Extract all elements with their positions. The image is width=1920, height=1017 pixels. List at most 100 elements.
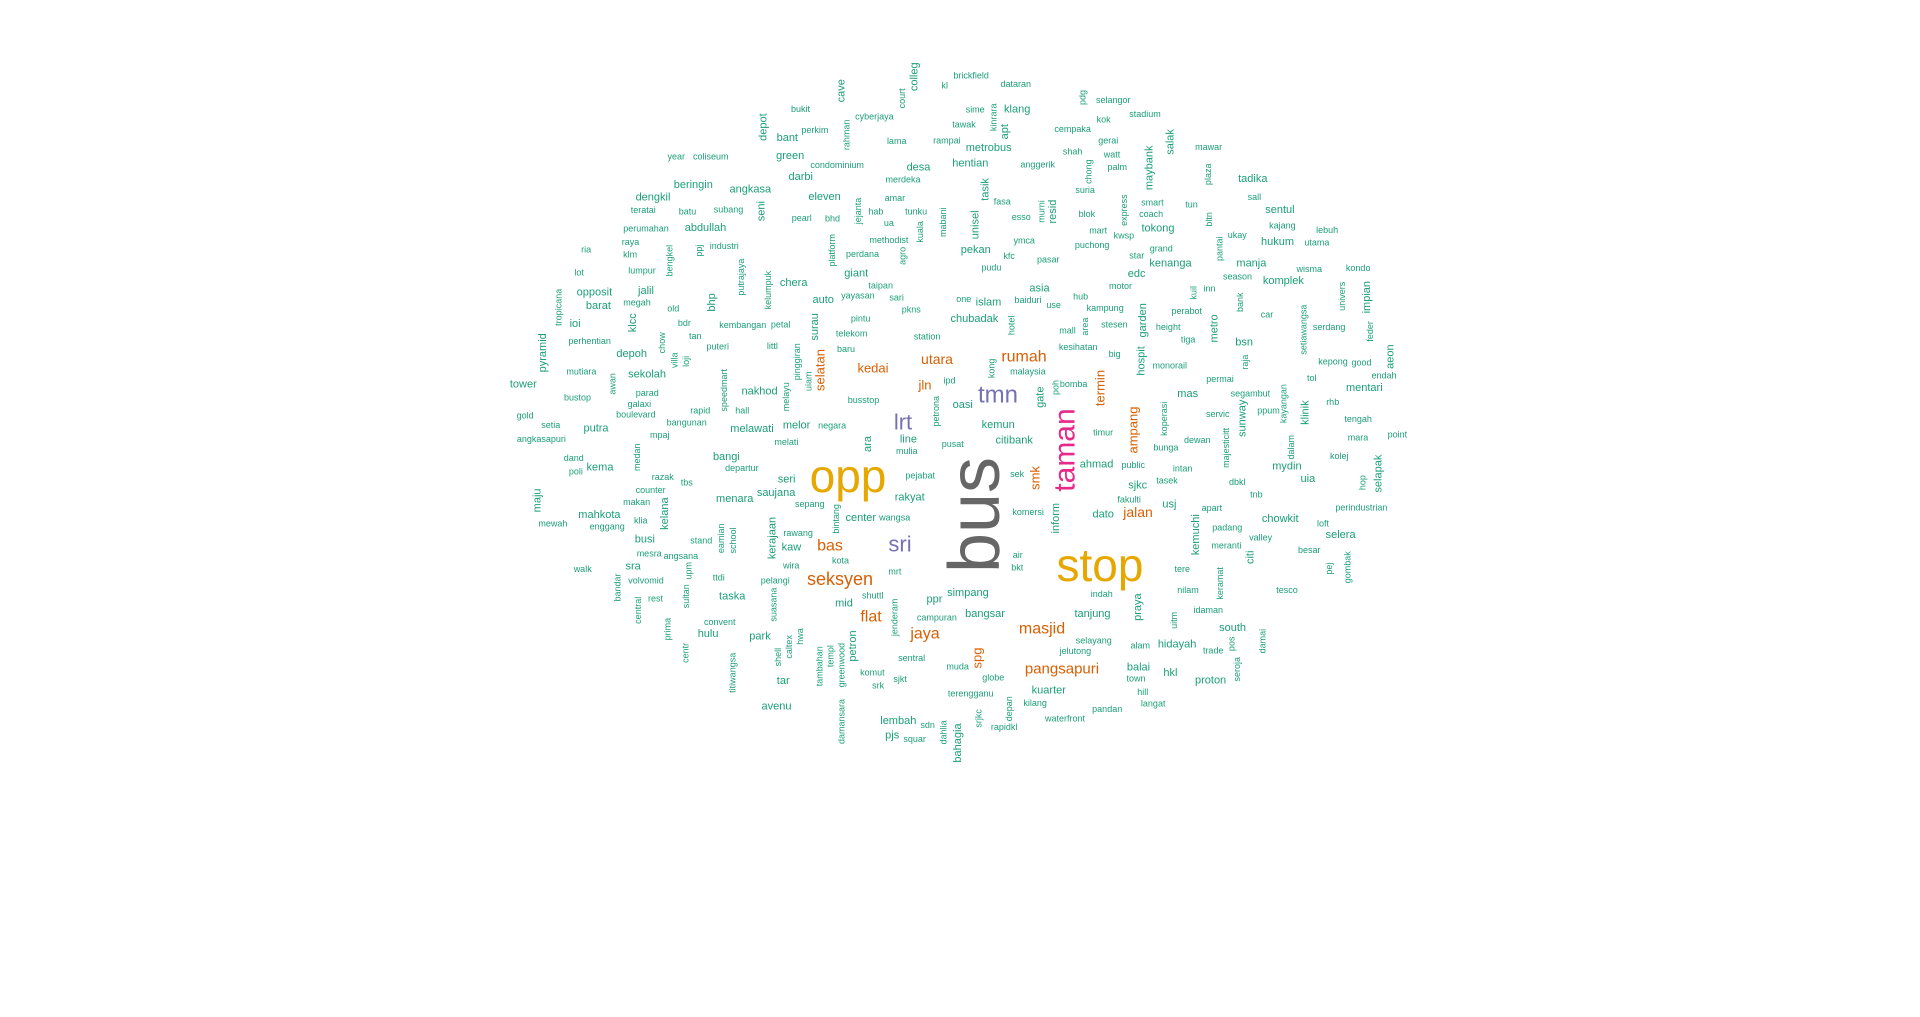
word-lebuh: lebuh [1316,225,1338,235]
word-parad: parad [636,388,659,398]
word-jalil: jalil [637,285,654,297]
word-waterfront: waterfront [1044,714,1086,724]
word-big: big [1109,349,1121,359]
word-cempaka: cempaka [1054,124,1091,134]
word-pej: pej [1324,563,1334,575]
word-univers: univers [1337,281,1347,311]
word-bdr: bdr [678,318,691,328]
word-bhp: bhp [706,293,718,311]
word-angsana: angsana [664,551,699,561]
word-dataran: dataran [1001,79,1032,89]
word-srk: srk [872,681,884,691]
word-blok: blok [1079,209,1096,219]
word-mesra: mesra [637,548,662,558]
word-uiam: uiam [804,372,814,392]
word-pudu: pudu [981,263,1001,273]
word-titiwangsa: titiwangsa [728,653,738,693]
word-kota: kota [832,556,849,566]
word-tengah: tengah [1344,414,1372,424]
word-park: park [749,631,771,643]
word-dbkl: dbkl [1229,477,1246,487]
word-platform: platform [827,234,837,267]
word-bukit: bukit [791,104,811,114]
word-perhentian: perhentian [568,336,611,346]
word-upm: upm [684,562,694,580]
word-klcc: klcc [627,313,639,332]
word-hab: hab [868,206,883,216]
word-colleg: colleg [908,62,920,91]
word-spg: spg [970,648,985,669]
word-petron: petron [847,630,859,661]
word-shell: shell [773,648,783,667]
word-seri: seri [778,474,796,486]
word-convent: convent [704,617,736,627]
word-indah: indah [1091,589,1113,599]
word-sime: sime [966,104,985,114]
word-bus: bus [935,457,1015,573]
word-mutiara: mutiara [566,367,596,377]
word-green: green [776,150,804,162]
word-edc: edc [1128,268,1146,280]
word-watt: watt [1103,150,1121,160]
word-center: center [846,512,877,524]
word-muda: muda [946,662,969,672]
word-kwsp: kwsp [1114,231,1135,241]
word-bas: bas [817,538,843,555]
word-good: good [1351,358,1371,368]
word-hidayah: hidayah [1158,639,1197,651]
word-majesticitt: majesticitt [1221,427,1231,468]
word-sjkt: sjkt [893,674,907,684]
word-sultan: sultan [681,584,691,608]
word-gombak: gombak [1343,551,1353,584]
word-tokong: tokong [1141,223,1174,235]
word-damai: damai [1258,629,1268,654]
word-enggang: enggang [590,521,625,531]
word-seroja: seroja [1232,657,1242,682]
word-kemun: kemun [982,419,1015,431]
word-hentian: hentian [952,157,988,169]
word-bomba: bomba [1060,379,1088,389]
word-industri: industri [710,241,739,251]
word-town: town [1126,674,1145,684]
word-campuran: campuran [917,612,957,622]
word-bank: bank [1235,292,1245,312]
word-taska: taska [719,591,746,603]
word-langat: langat [1141,699,1166,709]
word-angkasa: angkasa [730,184,772,196]
word-kemuchi: kemuchi [1190,514,1202,555]
word-sra: sra [625,560,641,572]
word-use: use [1046,300,1061,310]
word-jaya: jaya [909,626,939,643]
word-metrobus: metrobus [966,142,1012,154]
word-hospit: hospit [1136,346,1148,375]
word-pjs: pjs [885,729,900,741]
word-impian: impian [1361,281,1373,313]
word-makan: makan [623,497,650,507]
word-pandan: pandan [1092,704,1122,714]
word-mentari: mentari [1346,382,1383,394]
word-tasek: tasek [1156,476,1178,486]
word-kuala: kuala [915,221,925,243]
word-area: area [1080,318,1090,336]
word-air: air [1013,550,1023,560]
word-putrajaya: putrajaya [736,259,746,296]
word-lama: lama [887,136,907,146]
word-awan: awan [608,373,618,395]
word-point: point [1388,429,1408,439]
word-trade: trade [1203,645,1224,655]
word-smart: smart [1141,197,1164,207]
word-kok: kok [1097,115,1112,125]
word-loft: loft [1317,518,1330,528]
word-idaman: idaman [1194,605,1224,615]
word-perdana: perdana [846,249,879,259]
word-walk: walk [573,564,593,574]
word-ampang: ampang [1126,407,1141,454]
word-coliseum: coliseum [693,151,729,161]
word-ppj: ppj [694,245,704,257]
word-kelumpuk: kelumpuk [763,270,773,309]
word-tan: tan [689,331,702,341]
word-proton: proton [1195,674,1226,686]
word-perabot: perabot [1172,306,1203,316]
word-star: star [1129,250,1144,260]
